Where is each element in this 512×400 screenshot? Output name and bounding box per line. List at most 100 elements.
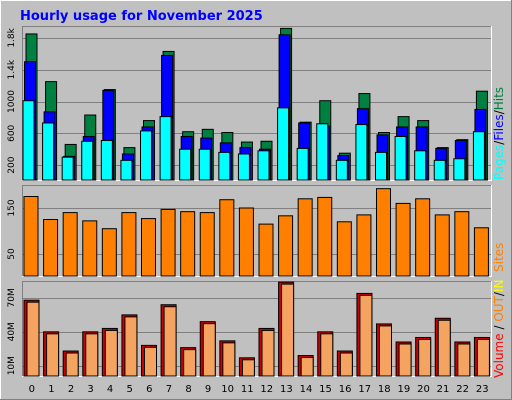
volume-bar-face xyxy=(144,346,157,377)
sites-bar xyxy=(101,228,117,277)
x-tick-label: 14 xyxy=(300,384,313,395)
x-tick-label: 13 xyxy=(280,384,293,395)
legend-out: OUT xyxy=(492,295,506,321)
pages-bar xyxy=(316,123,329,181)
hits-ytick-label: 1.8k xyxy=(7,27,17,47)
volume-bar-face xyxy=(183,349,197,377)
sites-bar xyxy=(121,212,137,277)
legend-hits: Hits xyxy=(492,87,506,110)
pages-bar xyxy=(237,153,250,181)
x-tick-label: 1 xyxy=(48,384,54,395)
legend-pages-files-hits: Pages/Files/Hits xyxy=(492,87,506,180)
volume-bar-face xyxy=(202,323,216,377)
pages-bar xyxy=(355,124,368,181)
x-tick-label: 0 xyxy=(29,384,35,395)
sites-ytick-label: 50 xyxy=(7,248,17,260)
hits-ytick-label: 1000 xyxy=(7,90,17,113)
sites-bar xyxy=(454,211,470,277)
pages-bar xyxy=(414,150,427,181)
sites-bar xyxy=(376,188,391,277)
volume-bar-face xyxy=(457,343,471,377)
volume-bar-face xyxy=(222,342,236,377)
legend-sites-group: Sites xyxy=(492,243,506,272)
pages-bar xyxy=(375,151,387,181)
pages-bar xyxy=(394,135,407,181)
pages-bar xyxy=(335,159,348,181)
sites-bar xyxy=(43,219,59,277)
x-tick-label: 5 xyxy=(127,384,133,395)
pages-bar xyxy=(198,148,211,181)
pages-bar xyxy=(218,151,231,181)
sites-bar xyxy=(82,220,98,277)
x-tick-label: 20 xyxy=(417,384,430,395)
pages-bar xyxy=(277,107,290,181)
legend-sep-1: / xyxy=(492,140,506,145)
hits-ytick-label: 1.4k xyxy=(7,59,17,79)
sites-bar xyxy=(23,196,39,277)
volume-bar-face xyxy=(124,316,138,377)
volume-bar-face xyxy=(46,333,60,377)
pages-bar xyxy=(100,139,113,181)
volume-ytick-label: 70M xyxy=(7,288,17,307)
x-tick-label: 9 xyxy=(205,384,211,395)
x-tick-label: 11 xyxy=(241,384,254,395)
volume-bar-face xyxy=(241,359,255,377)
sites-bar xyxy=(473,227,489,277)
svg-text:Pages/Files/Hits: Pages/Files/Hits xyxy=(492,87,506,180)
volume-bar-face xyxy=(437,319,451,377)
pages-bar xyxy=(257,150,270,181)
sites-bar xyxy=(199,212,215,277)
sites-bar xyxy=(141,218,156,277)
legend-sep-4: / xyxy=(492,291,506,296)
sites-panel: 50 150 xyxy=(7,185,492,277)
legend-files: Files xyxy=(492,114,506,140)
x-tick-label: 19 xyxy=(398,384,411,395)
sites-bar xyxy=(356,214,372,277)
volume-bar-face xyxy=(163,306,177,377)
volume-bar-face xyxy=(320,333,334,377)
volume-bar-face xyxy=(104,329,118,377)
volume-panel: 10M 40M 70M xyxy=(7,281,492,377)
volume-bar-face xyxy=(359,294,373,377)
x-tick-label: 7 xyxy=(166,384,172,395)
x-tick-label: 23 xyxy=(476,384,489,395)
sites-bar xyxy=(336,221,352,277)
x-tick-label: 12 xyxy=(260,384,273,395)
sites-bar xyxy=(297,198,313,277)
x-tick-label: 6 xyxy=(146,384,152,395)
hits-plot-area xyxy=(22,26,492,181)
pages-bar xyxy=(296,147,309,181)
sites-bar xyxy=(317,196,333,277)
x-tick-label: 4 xyxy=(107,384,113,395)
hits-ytick-label: 600 xyxy=(7,124,17,141)
volume-bar-face xyxy=(476,338,490,377)
volume-bar-face xyxy=(418,338,432,377)
hits-files-pages-panel: 200 600 1000 1.4k 1.8k xyxy=(7,26,492,181)
x-tick-label: 15 xyxy=(319,384,332,395)
volume-plot-area xyxy=(22,281,492,377)
x-tick-label: 2 xyxy=(68,384,74,395)
sites-bar xyxy=(219,199,235,277)
x-tick-label: 16 xyxy=(339,384,352,395)
pages-bar xyxy=(140,130,152,181)
legend-sites: Sites xyxy=(492,243,506,272)
sites-plot-area xyxy=(22,185,492,277)
legend-volume: Volume xyxy=(492,333,506,378)
sites-bar xyxy=(62,212,78,277)
sites-bar xyxy=(258,223,274,277)
volume-bar-face xyxy=(85,333,99,377)
volume-bar-face xyxy=(281,283,295,377)
x-tick-label: 3 xyxy=(87,384,93,395)
pages-bar xyxy=(179,148,192,181)
sites-bar xyxy=(434,214,450,277)
svg-text:Volume / OUT/IN: Volume / OUT/IN xyxy=(492,280,506,378)
pages-bar xyxy=(81,140,94,181)
sites-ytick-label: 150 xyxy=(7,199,17,216)
volume-ytick-label: 40M xyxy=(7,322,17,341)
volume-bar-face xyxy=(261,329,275,377)
volume-bar-face xyxy=(339,352,353,377)
pages-bar xyxy=(453,158,466,181)
legend-sep-2: / xyxy=(492,109,506,114)
legend-pages: Pages xyxy=(492,145,506,180)
